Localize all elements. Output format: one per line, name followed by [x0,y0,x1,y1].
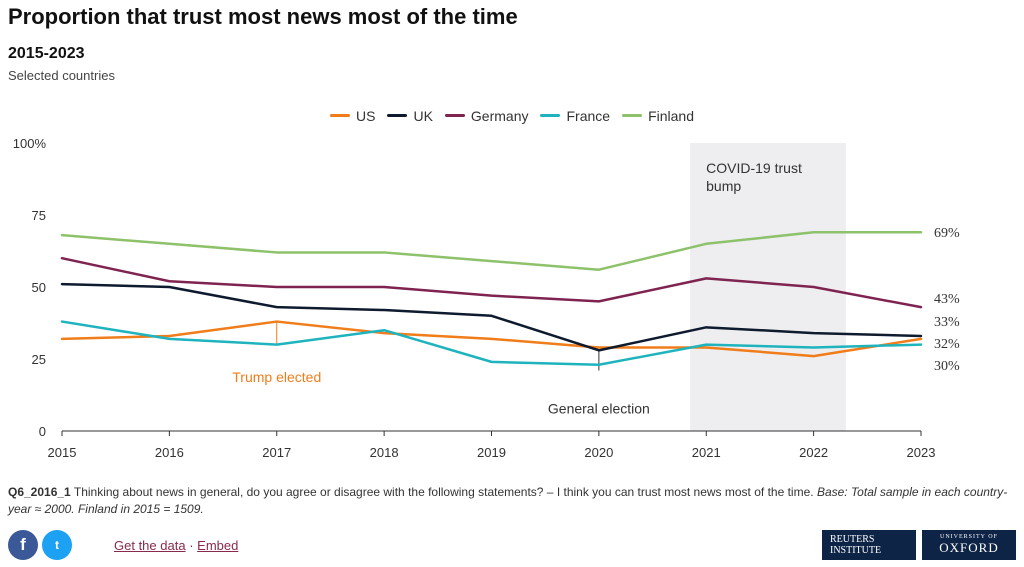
legend-swatch [540,114,561,117]
get-data-link[interactable]: Get the data [114,537,186,553]
series-line-france [60,320,923,367]
x-tick-label: 2021 [692,445,721,460]
y-tick-label: 0 [39,424,46,439]
x-tick-label: 2019 [477,445,506,460]
line-chart: COVID-19 trust bump 0 25 50 75 100% 2015 2016 201… [13,136,960,460]
legend-label: Finland [648,107,694,124]
legend-label: Germany [470,107,529,124]
legend-item-france[interactable]: France [540,108,610,124]
end-value-label: 32% [934,337,960,352]
chart-title: Proportion that trust most news most of … [8,4,518,29]
legend-label: France [566,107,611,124]
end-value-label: 43% [934,292,960,307]
series-line-germany [60,256,923,309]
chart-legend: US UK Germany France Finland [0,104,1024,124]
legend-item-us[interactable]: US [330,108,375,124]
base-note: Base: Total sample in each country-year … [8,485,1008,516]
legend-swatch [444,114,465,117]
x-tick-label: 2023 [907,445,936,460]
x-tick-label: 2022 [799,445,828,460]
y-tick-label: 25 [32,352,46,367]
legend-label: UK [413,107,433,124]
y-tick-label: 75 [32,208,46,223]
x-tick-label: 2018 [370,445,399,460]
chart-subtitle: 2015-2023 [8,45,85,62]
y-tick-label: 50 [32,280,46,295]
series-line-uk [60,282,923,352]
series-line-finland [60,231,923,271]
legend-swatch [387,114,408,117]
oxford-logo-big: OXFORD [939,540,999,555]
reuters-logo-line-1: REUTERS [830,534,875,545]
x-tick-label: 2020 [584,445,613,460]
annotation-label: Trump elected [232,369,321,385]
reuters-institute-logo[interactable]: REUTERS INSTITUTE [822,530,916,560]
legend-item-germany[interactable]: Germany [444,107,529,124]
legend-item-finland[interactable]: Finland [622,108,694,124]
oxford-logo[interactable]: UNIVERSITY OF OXFORD [922,530,1016,560]
series-line-us [60,320,923,358]
legend-swatch [330,114,350,117]
x-tick-label: 2015 [48,445,77,460]
annotation-label: General election [548,401,650,417]
footnote: Q6_2016_1 Thinking about news in general… [8,484,1018,518]
y-tick-label: 100% [13,136,47,151]
x-tick-label: 2016 [155,445,184,460]
chart-description: Selected countries [8,68,115,83]
facebook-icon[interactable]: f [8,530,38,560]
end-value-label: 30% [934,359,960,374]
twitter-icon[interactable]: t [42,530,72,560]
legend-label: US [356,107,376,124]
legend-swatch [622,114,643,117]
question-code: Q6_2016_1 [8,485,71,499]
reuters-logo-line-2: INSTITUTE [830,545,882,556]
covid-band-label-line: bump [706,178,741,194]
end-value-label: 69% [934,226,960,241]
oxford-logo-small: UNIVERSITY OF [940,534,998,540]
link-separator: · [189,537,194,553]
x-tick-label: 2017 [262,445,291,460]
question-text: Thinking about news in general, do you a… [73,485,814,499]
end-value-label: 33% [934,315,960,330]
footer-links: Get the data · Embed [114,538,238,553]
embed-link[interactable]: Embed [197,537,239,553]
footer-share: f t Get the data · Embed [8,530,238,560]
footer-logos: REUTERS INSTITUTE UNIVERSITY OF OXFORD [816,530,1016,560]
covid-band-label: COVID-19 trust bump [706,160,802,194]
covid-band-label-line: COVID-19 trust [706,160,802,176]
legend-item-uk[interactable]: UK [387,107,433,124]
